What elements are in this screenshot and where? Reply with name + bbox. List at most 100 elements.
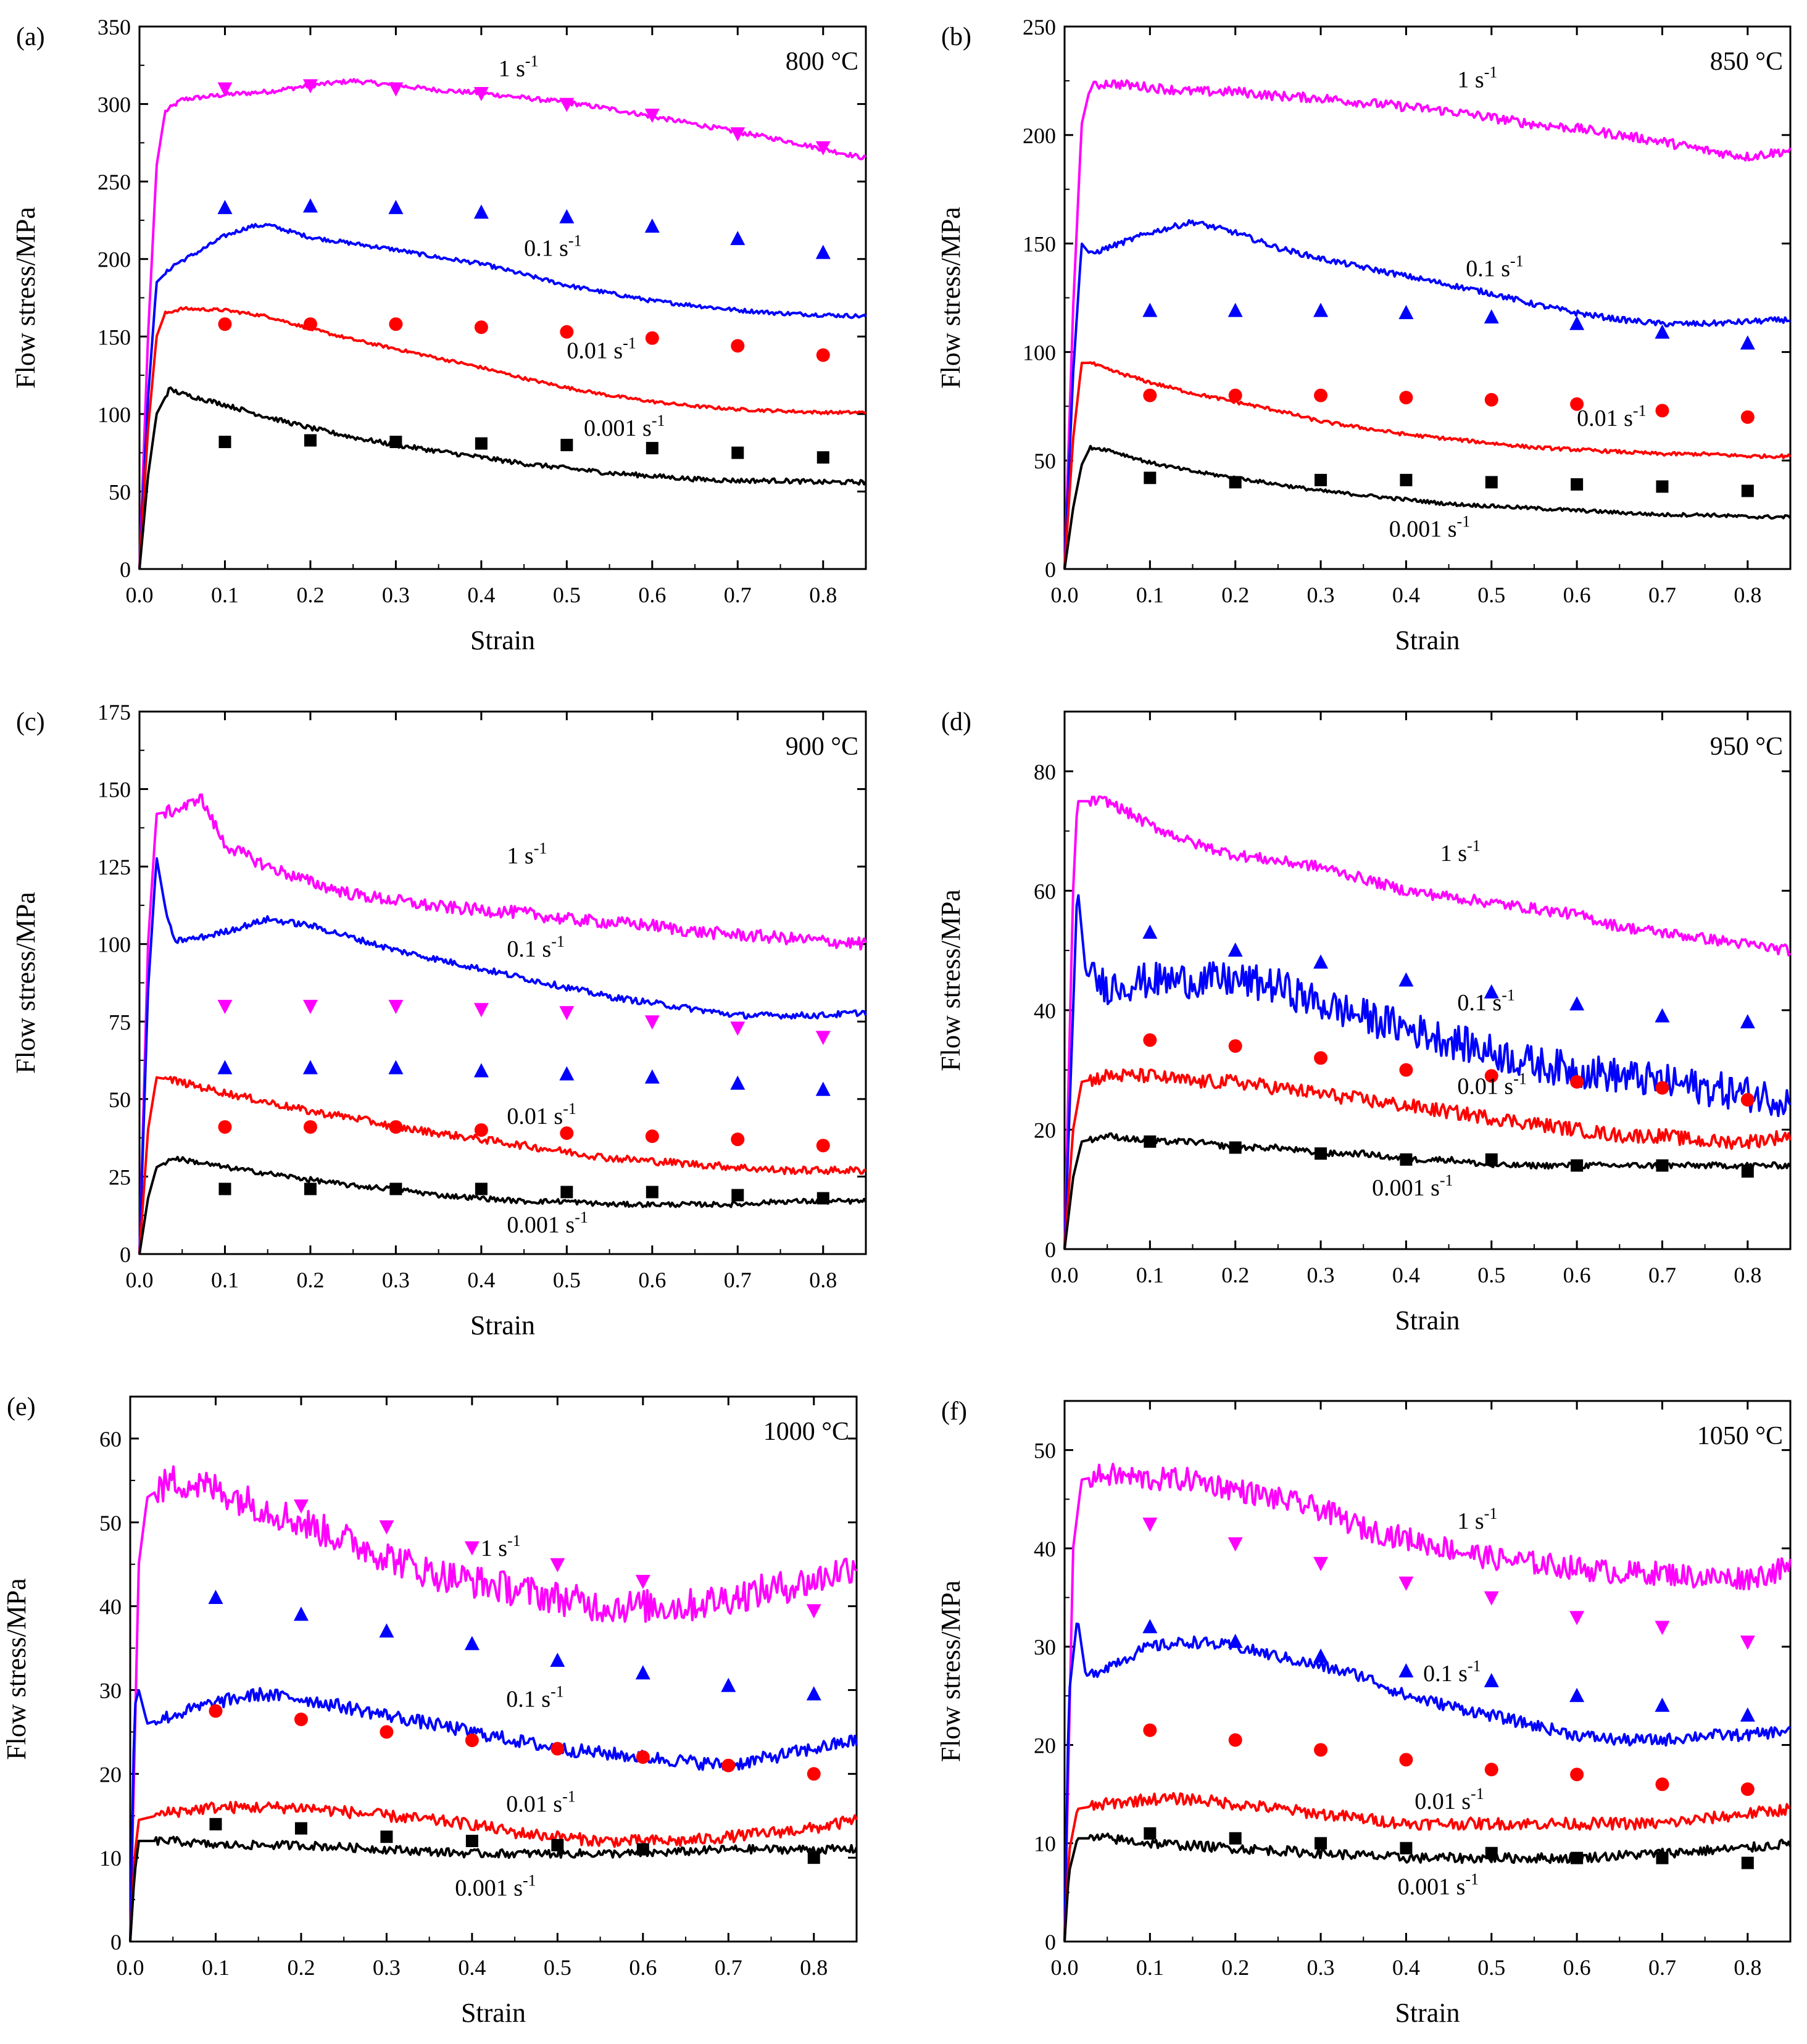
x-tick-label: 0.0 (126, 583, 154, 607)
strain-rate-label: 0.001 s-1 (1389, 512, 1470, 542)
data-marker-rate-0-001 (304, 1182, 317, 1195)
data-marker-rate-0-01 (1655, 404, 1669, 418)
data-marker-rate-0-001 (209, 1818, 222, 1830)
chart-panel-d: 0.0 0.1 0.2 0.3 0.4 0.5 0.6 0.7 0.8 0 20 40 60 80 Stra… (936, 708, 1792, 1336)
y-tick-label: 40 (1034, 999, 1056, 1023)
data-marker-rate-0-01 (636, 1750, 650, 1764)
strain-rate-exponent: -1 (1468, 1657, 1481, 1675)
x-tick-label: 0.7 (1648, 1955, 1676, 1980)
data-marker-rate-0-001 (1656, 480, 1669, 493)
y-tick-label: 125 (98, 855, 131, 879)
data-marker-rate-0-001 (816, 451, 829, 464)
strain-rate-label: 0.1 s-1 (1423, 1657, 1481, 1687)
data-marker-rate-0-1 (1484, 309, 1499, 324)
data-marker-rate-0-1 (1740, 1014, 1755, 1029)
data-marker-rate-1 (815, 1031, 831, 1045)
strain-rate-exponent: -1 (1467, 837, 1481, 855)
strain-rate-text: 0.001 s (1389, 516, 1457, 542)
data-marker-rate-1 (550, 1558, 565, 1572)
data-marker-rate-0-001 (560, 1186, 573, 1199)
data-marker-rate-0-001 (1315, 1147, 1327, 1160)
panel-label: (e) (7, 1393, 36, 1421)
data-marker-rate-1 (1398, 1576, 1414, 1591)
data-marker-rate-0-1 (1655, 324, 1670, 339)
data-marker-rate-0-001 (636, 1843, 649, 1856)
x-tick-label: 0.7 (1648, 583, 1676, 607)
x-tick-label: 0.8 (809, 1268, 837, 1292)
x-tick-label: 0.5 (553, 1268, 581, 1292)
data-marker-rate-0-1 (1484, 984, 1499, 999)
data-marker-rate-1 (217, 82, 233, 97)
temperature-label: 950 °C (1710, 733, 1783, 761)
strain-rate-text: 0.1 s (507, 936, 551, 962)
y-tick-label: 150 (1023, 232, 1056, 257)
data-marker-rate-0-001 (1229, 1832, 1242, 1845)
strain-rate-text: 0.001 s (455, 1875, 523, 1901)
y-tick-label: 50 (109, 480, 131, 504)
data-marker-rate-0-1 (644, 218, 660, 233)
temperature-label: 800 °C (786, 48, 858, 76)
x-tick-label: 0.3 (1307, 1263, 1335, 1287)
series-curve-rate-0-1 (129, 1687, 858, 1942)
x-axis-title: Strain (470, 625, 535, 655)
series-curve-rate-1 (1063, 79, 1792, 570)
x-tick-label: 0.3 (1307, 1955, 1335, 1980)
strain-rate-exponent: -1 (1484, 1505, 1498, 1523)
data-marker-rate-0-001 (1144, 1135, 1157, 1148)
temperature-label: 1050 °C (1697, 1422, 1783, 1450)
data-marker-rate-0-1 (1228, 942, 1243, 957)
panel-label: (d) (941, 708, 971, 736)
data-marker-rate-0-01 (218, 317, 232, 331)
data-marker-rate-0-001 (1315, 1837, 1327, 1850)
data-marker-rate-1 (293, 1499, 309, 1514)
data-marker-rate-0-001 (475, 1182, 488, 1195)
strain-rate-exponent: -1 (1502, 986, 1515, 1004)
y-tick-label: 150 (98, 778, 131, 802)
data-marker-rate-0-01 (1314, 388, 1328, 402)
strain-rate-text: 0.01 s (1414, 1788, 1471, 1814)
x-axis-title: Strain (1395, 1305, 1460, 1336)
x-tick-label: 0.3 (373, 1955, 401, 1980)
x-tick-label: 0.2 (1221, 583, 1249, 607)
strain-rate-label: 0.1 s-1 (1466, 252, 1523, 281)
data-marker-rate-0-001 (1400, 1842, 1413, 1855)
strain-rate-exponent: -1 (1465, 1871, 1479, 1888)
data-marker-rate-0-001 (218, 1182, 231, 1195)
y-axis-title: Flow stress/MPa (1, 1578, 31, 1760)
x-tick-label: 0.7 (1648, 1263, 1676, 1287)
y-tick-label: 20 (1034, 1118, 1056, 1142)
strain-rate-text: 0.01 s (567, 338, 623, 364)
data-marker-rate-1 (302, 79, 318, 94)
y-tick-label: 50 (99, 1511, 122, 1535)
data-marker-rate-0-01 (721, 1758, 736, 1772)
data-marker-rate-0-01 (1740, 1782, 1755, 1797)
data-marker-rate-0-001 (389, 436, 402, 449)
data-marker-rate-0-001 (294, 1822, 307, 1835)
temperature-label: 850 °C (1710, 48, 1783, 76)
y-axis-title: Flow stress/MPa (936, 1581, 966, 1763)
data-marker-rate-0-001 (1144, 1827, 1157, 1840)
strain-rate-exponent: -1 (563, 1100, 576, 1118)
data-marker-rate-0-001 (1485, 1153, 1498, 1166)
data-marker-rate-1 (464, 1541, 480, 1556)
data-marker-rate-1 (388, 1000, 404, 1015)
strain-rate-text: 0.1 s (1466, 255, 1510, 281)
data-marker-rate-0-001 (380, 1830, 393, 1843)
data-marker-rate-1 (302, 1000, 318, 1015)
data-marker-rate-1 (1655, 1621, 1670, 1635)
strain-rate-text: 0.01 s (1577, 405, 1633, 431)
strain-rate-label: 0.001 s-1 (455, 1871, 536, 1901)
data-marker-rate-0-1 (1569, 1687, 1585, 1702)
data-marker-rate-0-001 (465, 1834, 478, 1847)
data-marker-rate-0-01 (731, 339, 745, 353)
data-marker-rate-0-001 (304, 434, 317, 447)
data-marker-rate-0-01 (389, 1120, 403, 1134)
x-tick-label: 0.8 (800, 1955, 828, 1980)
data-marker-rate-1 (806, 1604, 821, 1619)
y-axis-title: Flow stress/MPa (936, 207, 966, 389)
panel-label: (a) (16, 23, 45, 51)
strain-rate-label: 0.01 s-1 (567, 334, 636, 364)
series-curve-rate-0-1 (1063, 219, 1791, 570)
series-curve-rate-0-1 (138, 857, 867, 1255)
data-marker-rate-0-01 (1655, 1777, 1669, 1792)
